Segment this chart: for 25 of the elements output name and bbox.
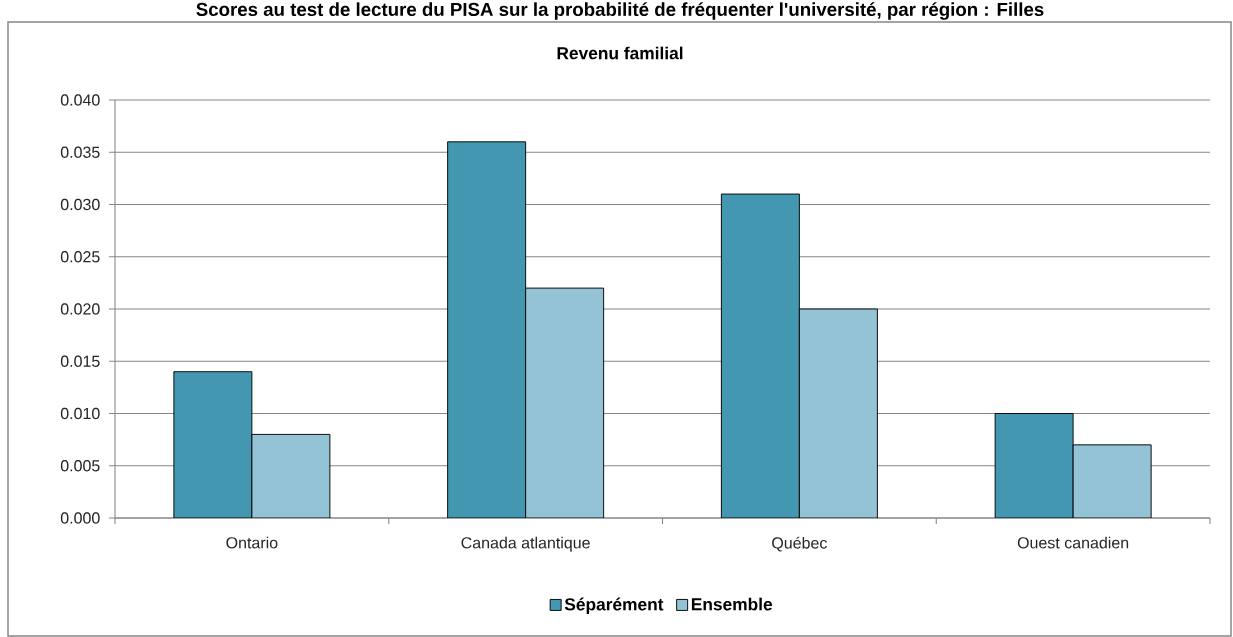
y-tick-label: 0.035 xyxy=(60,146,100,158)
bar xyxy=(1072,444,1152,518)
y-tick-label: 0.025 xyxy=(60,251,100,263)
x-tick-label: Ouest canadien xyxy=(1017,536,1129,549)
x-tick-label: Canada atlantique xyxy=(461,536,590,552)
bar xyxy=(798,308,878,518)
y-tick-label: 0.030 xyxy=(60,198,100,211)
chart-subtitle: Revenu familial xyxy=(557,46,683,60)
bar xyxy=(525,287,605,518)
y-tick-label: 0.015 xyxy=(60,355,100,367)
legend-label: Ensemble xyxy=(691,597,773,611)
x-tick-label: Ontario xyxy=(226,536,278,549)
y-tick-label: 0.040 xyxy=(60,94,100,106)
y-tick-label: 0.010 xyxy=(60,407,100,420)
bar xyxy=(447,141,527,518)
chart-title: Scores au test de lecture du PISA sur la probabilité de fréquenter l'université, par région : Filles xyxy=(196,2,1044,20)
legend-label: Séparément xyxy=(564,597,664,614)
bar xyxy=(251,433,331,518)
bar xyxy=(720,193,800,518)
bar xyxy=(173,371,253,518)
y-tick-label: 0.005 xyxy=(60,460,100,472)
y-tick-label: 0.020 xyxy=(60,303,100,315)
x-tick-label: Québec xyxy=(772,536,827,552)
bar xyxy=(994,413,1074,518)
y-tick-label: 0.000 xyxy=(60,512,100,524)
